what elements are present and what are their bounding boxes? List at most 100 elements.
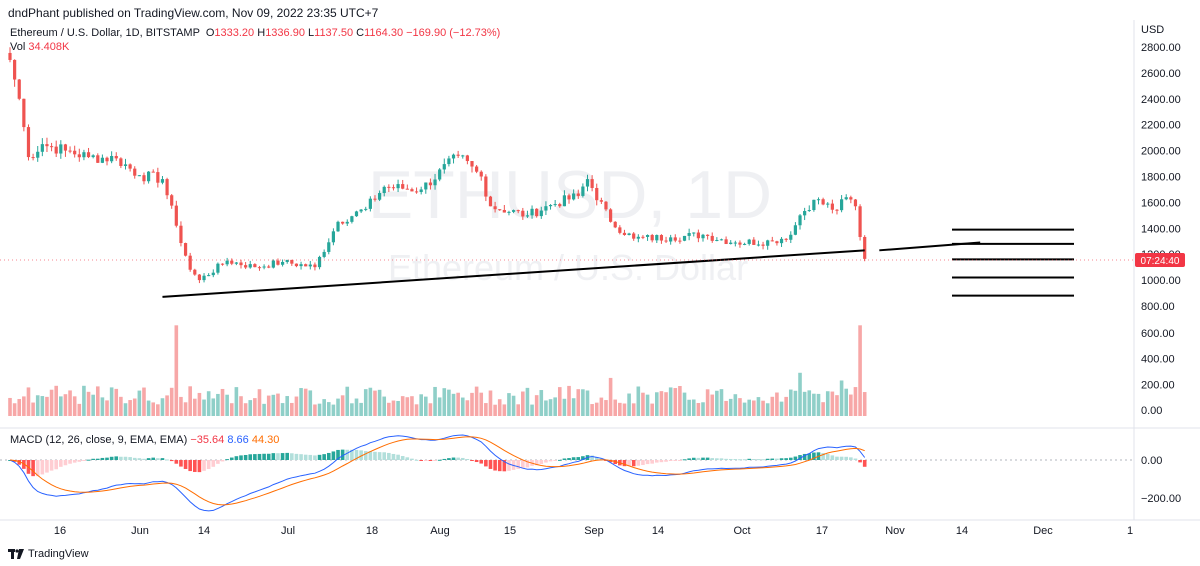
volume-bar bbox=[308, 390, 313, 416]
candle-body bbox=[793, 225, 797, 235]
volume-bar bbox=[91, 394, 95, 416]
volume-bar bbox=[340, 395, 345, 416]
candle-body bbox=[336, 221, 340, 232]
candle-body bbox=[22, 98, 26, 128]
volume-bar bbox=[641, 392, 645, 416]
candle-body bbox=[45, 144, 49, 147]
macd-histogram-bar bbox=[109, 456, 114, 460]
candle-body bbox=[197, 274, 202, 281]
candle-body bbox=[585, 179, 590, 187]
volume-bar bbox=[179, 396, 183, 416]
candle-body bbox=[719, 239, 724, 241]
volume-bar bbox=[285, 396, 289, 416]
volume-bar bbox=[696, 403, 701, 416]
volume-bar bbox=[54, 385, 58, 416]
macd-histogram-bar bbox=[169, 460, 174, 462]
volume-bar bbox=[622, 403, 627, 416]
volume-bar bbox=[428, 403, 433, 416]
candle-body bbox=[244, 265, 248, 268]
macd-label[interactable]: MACD (12, 26, close, 9, EMA, EMA) bbox=[10, 434, 188, 446]
candle-body bbox=[558, 204, 562, 207]
symbol-name[interactable]: Ethereum / U.S. Dollar, 1D, BITSTAMP bbox=[10, 27, 200, 39]
macd-histogram-bar bbox=[710, 458, 715, 460]
macd-histogram-bar bbox=[858, 460, 862, 463]
macd-histogram-bar bbox=[849, 457, 853, 460]
volume-bar bbox=[40, 396, 45, 416]
volume-bar bbox=[253, 398, 257, 416]
volume-bar bbox=[216, 393, 220, 416]
candle-body bbox=[627, 233, 631, 235]
candle-body bbox=[165, 179, 169, 196]
candle-body bbox=[844, 197, 848, 200]
macd-histogram-bar bbox=[747, 458, 751, 460]
candle-body bbox=[290, 259, 294, 264]
candle-body bbox=[151, 171, 155, 173]
macd-histogram-bar bbox=[188, 460, 192, 472]
volume-bar bbox=[313, 404, 317, 416]
volume-bar bbox=[156, 404, 160, 416]
volume-bar bbox=[276, 393, 280, 416]
macd-histogram-bar bbox=[183, 460, 188, 469]
macd-histogram-bar bbox=[738, 459, 742, 461]
macd-histogram-bar bbox=[548, 460, 553, 462]
volume-bar bbox=[636, 386, 641, 416]
volume-bar bbox=[137, 390, 142, 416]
macd-histogram-bar bbox=[631, 460, 636, 467]
close-value: 1164.30 bbox=[364, 27, 404, 39]
time-axis-label: Oct bbox=[733, 525, 750, 537]
volume-bar bbox=[479, 392, 484, 416]
candle-body bbox=[230, 260, 234, 264]
volume-bar bbox=[95, 386, 100, 416]
macd-histogram-bar bbox=[442, 458, 447, 460]
time-axis-label: 14 bbox=[956, 525, 968, 537]
volume-bar bbox=[132, 398, 137, 416]
volume-bar bbox=[77, 403, 82, 416]
macd-histogram-bar bbox=[664, 460, 668, 462]
macd-histogram-bar bbox=[202, 460, 206, 471]
volume-legend: Vol 34.408K bbox=[10, 41, 69, 53]
macd-histogram-value: −35.64 bbox=[190, 434, 225, 446]
volume-bar bbox=[68, 390, 72, 416]
candle-body bbox=[645, 235, 650, 237]
candle-body bbox=[77, 154, 81, 158]
candle-body bbox=[368, 198, 372, 209]
macd-histogram-bar bbox=[382, 452, 387, 460]
low-label: L bbox=[308, 27, 315, 39]
volume-bar bbox=[211, 398, 216, 416]
candle-body bbox=[779, 238, 784, 244]
candle-body bbox=[475, 166, 479, 172]
volume-bar bbox=[544, 400, 548, 416]
candle-body bbox=[128, 164, 132, 169]
candle-body bbox=[502, 209, 506, 213]
volume-bar bbox=[377, 389, 382, 416]
candle-body bbox=[738, 242, 742, 245]
candle-body bbox=[49, 146, 54, 148]
macd-histogram-bar bbox=[234, 456, 239, 460]
candle-body bbox=[742, 243, 747, 245]
candle-body bbox=[599, 200, 603, 202]
price-tick-label: 1600.00 bbox=[1141, 197, 1181, 209]
candle-body bbox=[632, 233, 636, 239]
macd-histogram-bar bbox=[220, 460, 225, 462]
macd-histogram-bar bbox=[507, 460, 511, 471]
candle-body bbox=[424, 182, 428, 190]
macd-histogram-bar bbox=[354, 449, 359, 460]
candle-body bbox=[119, 158, 123, 166]
macd-histogram-bar bbox=[132, 457, 137, 460]
volume-bar bbox=[114, 388, 119, 416]
tradingview-footer[interactable]: TradingView bbox=[8, 548, 89, 560]
volume-bar bbox=[433, 386, 437, 416]
candle-body bbox=[465, 155, 469, 162]
macd-histogram-bar bbox=[119, 456, 123, 460]
volume-bar bbox=[525, 387, 530, 416]
volume-label[interactable]: Vol bbox=[10, 41, 26, 53]
candle-body bbox=[835, 209, 839, 211]
candle-body bbox=[31, 157, 35, 159]
volume-bar bbox=[123, 403, 128, 416]
support-trendline[interactable] bbox=[162, 249, 865, 298]
macd-histogram-bar bbox=[641, 460, 645, 466]
candle-body bbox=[100, 157, 104, 163]
macd-histogram-bar bbox=[775, 458, 779, 460]
macd-histogram-bar bbox=[17, 460, 22, 465]
